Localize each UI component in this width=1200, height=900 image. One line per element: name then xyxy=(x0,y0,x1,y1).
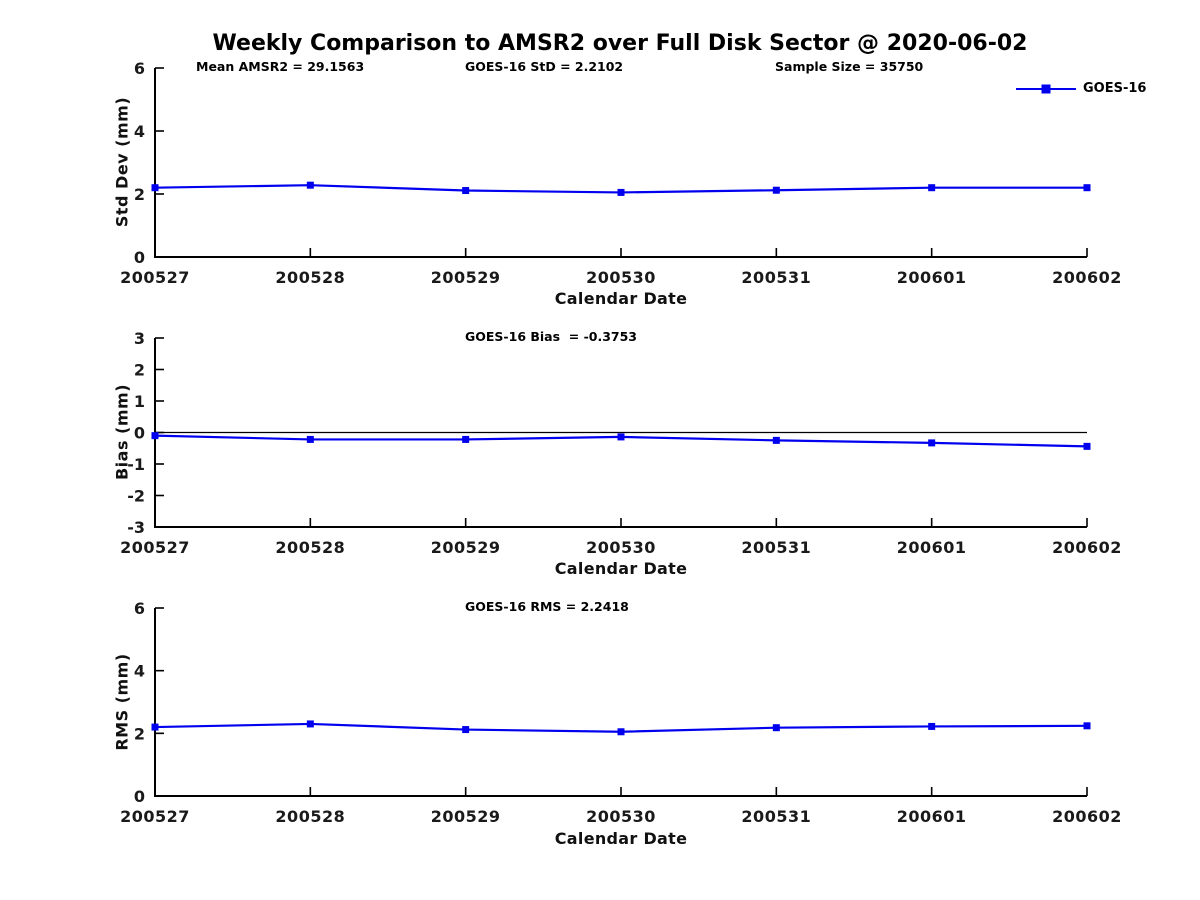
data-point xyxy=(462,187,470,195)
y-tick-label: 1 xyxy=(134,392,145,411)
y-tick-label: 2 xyxy=(134,185,145,204)
y-tick-label: 3 xyxy=(134,329,145,348)
x-axis-label-bottom: Calendar Date xyxy=(554,829,688,848)
data-point xyxy=(151,723,159,731)
x-tick-label: 200527 xyxy=(120,538,190,557)
x-tick-label: 200531 xyxy=(741,538,811,557)
y-tick-label: 0 xyxy=(134,424,145,443)
annotation-mean-amsr2: Mean AMSR2 = 29.1563 xyxy=(196,59,365,74)
data-point xyxy=(928,184,936,192)
data-point xyxy=(462,726,470,734)
data-point xyxy=(617,728,625,736)
data-point xyxy=(306,181,314,189)
x-tick-label: 200531 xyxy=(741,807,811,826)
data-point xyxy=(1083,442,1091,450)
plot-std-dev: 0 2 4 6 200527 200528 200529 200530 200531 200601… xyxy=(120,59,1122,287)
data-point xyxy=(772,436,780,444)
data-point xyxy=(617,188,625,196)
x-tick-label: 200530 xyxy=(586,807,656,826)
plot-rms: 0 2 4 6 200527 200528 200529 200530 200531 200601… xyxy=(120,599,1122,826)
x-tick-label: 200529 xyxy=(431,538,501,557)
figure-title: Weekly Comparison to AMSR2 over Full Dis… xyxy=(212,31,1028,56)
x-tick-label: 200529 xyxy=(431,268,501,287)
y-tick-label: 6 xyxy=(134,599,145,618)
x-tick-label: 200528 xyxy=(275,807,345,826)
annotation-goes16-std: GOES-16 StD = 2.2102 xyxy=(465,59,624,74)
legend: GOES-16 xyxy=(1016,81,1146,96)
y-tick-label: -1 xyxy=(127,455,145,474)
x-tick-label: 200601 xyxy=(897,268,967,287)
x-axis-label-top: Calendar Date xyxy=(554,289,688,308)
data-point xyxy=(1083,722,1091,730)
x-tick-label: 200530 xyxy=(586,268,656,287)
legend-label: GOES-16 xyxy=(1083,81,1147,96)
y-tick-label: 2 xyxy=(134,361,145,380)
y-tick-label: -3 xyxy=(127,518,145,537)
x-tick-label: 200530 xyxy=(586,538,656,557)
data-point xyxy=(306,435,314,443)
y-axis-label-bias: Bias (mm) xyxy=(112,383,132,481)
data-point xyxy=(928,439,936,447)
data-point xyxy=(772,186,780,194)
x-tick-label: 200602 xyxy=(1052,807,1122,826)
data-point xyxy=(306,720,314,728)
y-tick-label: 4 xyxy=(134,122,145,141)
x-tick-label: 200528 xyxy=(275,268,345,287)
y-tick-label: 0 xyxy=(134,787,145,806)
y-axis-label-std-dev: Std Dev (mm) xyxy=(112,96,132,228)
data-point xyxy=(151,432,159,440)
data-point xyxy=(151,184,159,192)
x-tick-label: 200531 xyxy=(741,268,811,287)
legend-marker-icon xyxy=(1041,84,1051,93)
data-point xyxy=(772,724,780,732)
data-point xyxy=(462,435,470,443)
y-tick-label: 0 xyxy=(134,248,145,267)
data-point xyxy=(928,722,936,730)
y-tick-label: -2 xyxy=(127,487,145,506)
x-tick-label: 200528 xyxy=(275,538,345,557)
data-point xyxy=(617,433,625,441)
annotation-goes16-bias: GOES-16 Bias = -0.3753 xyxy=(465,329,638,344)
x-tick-label: 200529 xyxy=(431,807,501,826)
x-tick-label: 200601 xyxy=(897,538,967,557)
x-tick-label: 200602 xyxy=(1052,538,1122,557)
x-tick-label: 200601 xyxy=(897,807,967,826)
y-tick-label: 4 xyxy=(134,662,145,681)
annotation-goes16-rms: GOES-16 RMS = 2.2418 xyxy=(465,599,629,614)
x-tick-label: 200602 xyxy=(1052,268,1122,287)
x-tick-label: 200527 xyxy=(120,807,190,826)
y-axis-label-rms: RMS (mm) xyxy=(112,653,132,751)
x-axis-label-middle: Calendar Date xyxy=(554,559,688,578)
data-point xyxy=(1083,184,1091,192)
y-tick-label: 2 xyxy=(134,724,145,743)
x-tick-label: 200527 xyxy=(120,268,190,287)
y-tick-label: 6 xyxy=(134,59,145,78)
annotation-sample-size: Sample Size = 35750 xyxy=(775,59,924,74)
legend-line-sample xyxy=(1016,84,1076,93)
